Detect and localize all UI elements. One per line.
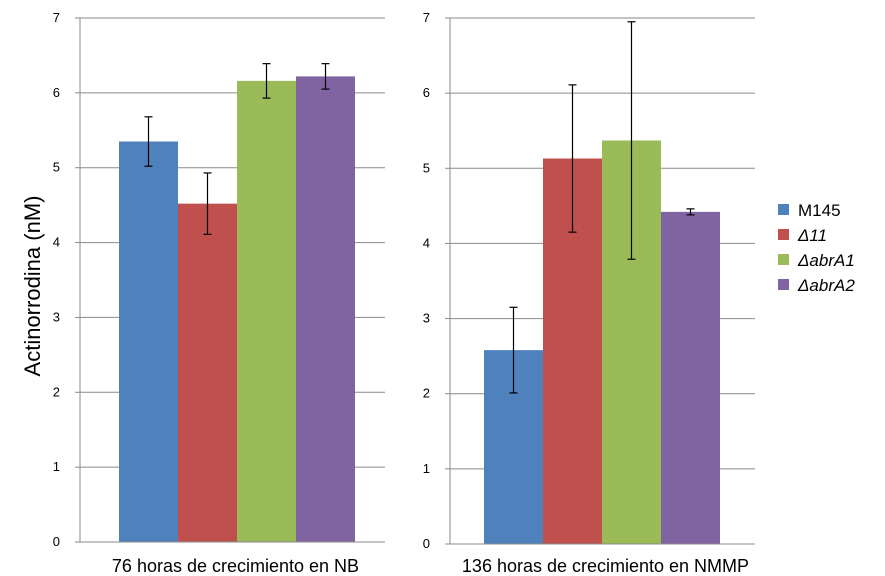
y-tick-label: 1 (53, 459, 60, 474)
x-axis-label: 136 horas de crecimiento en NMMP (462, 556, 749, 576)
y-tick-label: 7 (53, 10, 60, 25)
legend-swatch (778, 229, 789, 240)
bar-1 (178, 203, 237, 542)
bar-3 (296, 76, 355, 542)
legend-label: ΔabrA1 (797, 251, 855, 270)
y-tick-label: 2 (423, 386, 430, 401)
y-tick-label: 4 (423, 235, 430, 250)
legend: M145 Δ11 ΔabrA1 ΔabrA2 (778, 201, 855, 295)
y-tick-label: 7 (423, 10, 430, 25)
y-tick-label: 6 (53, 85, 60, 100)
y-tick-label: 6 (423, 85, 430, 100)
y-tick-label: 0 (423, 536, 430, 551)
y-tick-label: 5 (423, 160, 430, 175)
legend-label: Δ11 (797, 226, 827, 245)
legend-swatch (778, 279, 789, 290)
y-axis-label: Actinorrodina (nM) (20, 196, 45, 377)
panel-nmmp: 0 1 2 3 4 5 6 7 136 horas de crecimiento en NMMP (423, 10, 755, 576)
bar-2 (237, 80, 296, 542)
legend-label: M145 (798, 201, 841, 220)
y-tick-label: 2 (53, 384, 60, 399)
y-tick-label: 5 (53, 160, 60, 175)
x-axis-label: 76 horas de crecimiento en NB (112, 556, 359, 576)
legend-swatch (778, 254, 789, 265)
panel-nb: 0 1 2 3 4 5 6 7 76 horas de crecimiento en NB (53, 10, 385, 576)
y-tick-label: 0 (53, 534, 60, 549)
legend-swatch (778, 204, 789, 215)
y-tick-label: 1 (423, 461, 430, 476)
legend-label: ΔabrA2 (797, 276, 855, 295)
y-tick-label: 3 (53, 309, 60, 324)
bar-3 (661, 211, 720, 544)
y-tick-label: 4 (53, 235, 60, 250)
bar-0 (119, 141, 178, 542)
y-tick-label: 3 (423, 311, 430, 326)
